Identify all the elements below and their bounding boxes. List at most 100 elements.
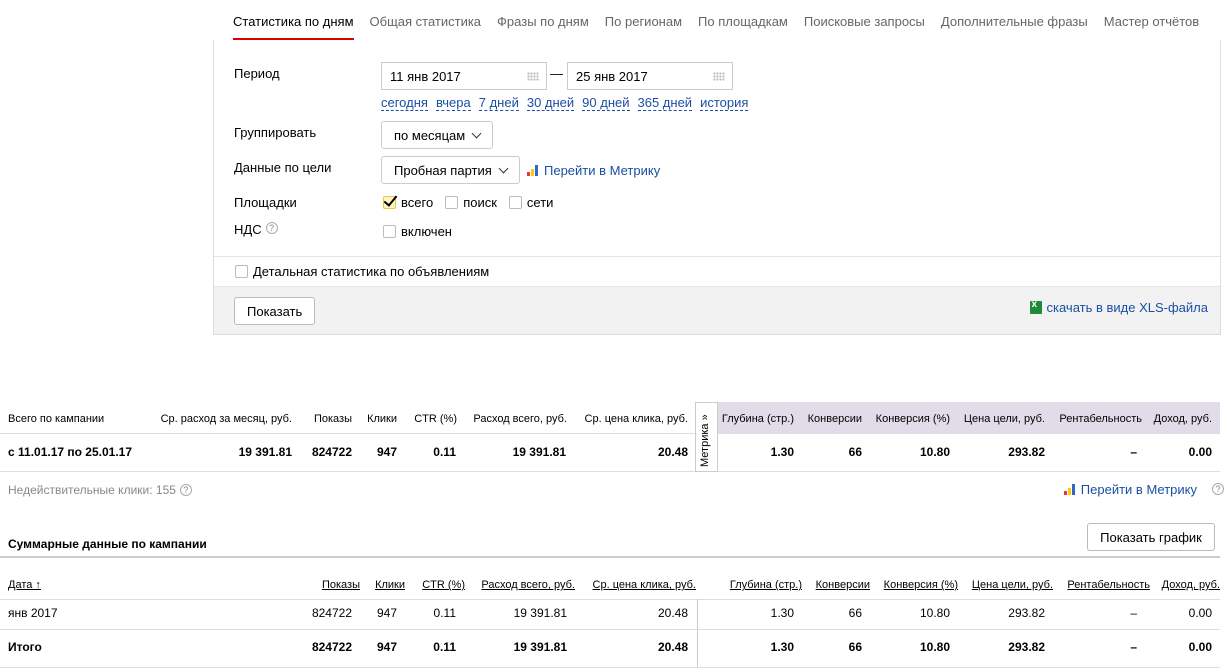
col-shows: Показы [313, 413, 352, 425]
row-clicks: 947 [376, 640, 397, 654]
totals-spend: 19 391.81 [512, 445, 566, 459]
period-365days-link[interactable]: 365 дней [637, 95, 693, 111]
row-conversions: 66 [848, 640, 862, 654]
chevron-down-icon [471, 128, 482, 138]
platform-search-label: поиск [463, 195, 497, 210]
date-to-value: 25 янв 2017 [576, 69, 648, 84]
platform-network-label: сети [526, 195, 554, 210]
tab-search-queries[interactable]: Поисковые запросы [803, 14, 925, 29]
period-yesterday-link[interactable]: вчера [435, 95, 471, 111]
detailed-stats-checkbox[interactable] [235, 265, 248, 278]
sum-col-spend[interactable]: Расход всего, руб. [481, 579, 575, 591]
download-xls-link[interactable]: скачать в виде XLS-файла [1029, 299, 1209, 315]
calendar-icon[interactable] [713, 72, 725, 81]
metrika-column-separator [697, 599, 698, 667]
quick-period-links: сегодня вчера 7 дней 30 дней 90 дней 365… [381, 96, 756, 111]
row-income: 0.00 [1188, 606, 1212, 620]
row-cpc: 20.48 [657, 640, 688, 654]
tab-additional-phrases[interactable]: Дополнительные фразы [940, 14, 1088, 29]
sum-col-ctr[interactable]: CTR (%) [422, 579, 465, 591]
col-conversion-rate: Конверсия (%) [875, 413, 950, 425]
totals-conv-rate: 10.80 [919, 445, 950, 459]
goal-select-value: Пробная партия [394, 162, 492, 178]
col-clicks: Клики [367, 413, 397, 425]
sum-col-profitability[interactable]: Рентабельность [1067, 579, 1150, 591]
platform-all-label: всего [401, 195, 434, 210]
metrika-icon [527, 165, 539, 176]
row-goal-price: 293.82 [1008, 640, 1045, 654]
tab-by-region[interactable]: По регионам [604, 14, 683, 29]
metrika-link-label: Перейти в Метрику [544, 163, 661, 178]
period-90days-link[interactable]: 90 дней [582, 95, 630, 111]
goal-select[interactable]: Пробная партия [381, 156, 520, 184]
totals-clicks: 947 [376, 445, 397, 459]
col-avg-cpc: Ср. цена клика, руб. [584, 413, 688, 425]
period-30days-link[interactable]: 30 дней [526, 95, 575, 111]
totals-period: с 11.01.17 по 25.01.17 [8, 445, 133, 459]
help-icon[interactable]: ? [265, 222, 278, 234]
invalid-clicks: Недействительные клики: 155? [8, 483, 192, 497]
tab-daily-stats[interactable]: Статистика по дням [233, 14, 354, 40]
sum-col-cpc[interactable]: Ср. цена клика, руб. [592, 579, 696, 591]
col-conversions: Конверсии [807, 413, 862, 425]
sum-col-income[interactable]: Доход, руб. [1161, 579, 1220, 591]
row-ctr: 0.11 [433, 640, 456, 654]
metrika-link-top[interactable]: Перейти в Метрику [527, 163, 660, 178]
metrika-columns-background [718, 402, 1220, 434]
sum-col-depth[interactable]: Глубина (стр.) [729, 579, 802, 591]
totals-conversions: 66 [848, 445, 862, 459]
metrika-link-bottom-label: Перейти в Метрику [1080, 482, 1197, 497]
row-clicks: 947 [376, 606, 397, 620]
group-select-value: по месяцам [394, 127, 466, 143]
row-depth: 1.30 [770, 640, 794, 654]
show-button[interactable]: Показать [234, 297, 316, 325]
chevron-down-icon [498, 163, 509, 173]
metrika-link-bottom[interactable]: Перейти в Метрику [1063, 482, 1197, 497]
vat-option: включен [383, 224, 464, 239]
platform-all-checkbox[interactable] [383, 196, 396, 209]
summary-header-divider [0, 599, 1220, 600]
row-date: янв 2017 [8, 606, 58, 620]
sum-col-conv-rate[interactable]: Конверсия (%) [883, 579, 958, 591]
date-from-input[interactable]: 11 янв 2017 [381, 62, 547, 90]
tab-report-wizard[interactable]: Мастер отчётов [1103, 14, 1200, 29]
row-ctr: 0.11 [433, 606, 456, 620]
download-xls-label: скачать в виде XLS-файла [1046, 300, 1209, 315]
col-profitability: Рентабельность [1059, 413, 1142, 425]
period-7days-link[interactable]: 7 дней [478, 95, 519, 111]
sum-col-date[interactable]: Дата ↑ [8, 579, 41, 591]
tab-phrases-by-day[interactable]: Фразы по дням [497, 14, 589, 29]
col-goal-price: Цена цели, руб. [963, 413, 1045, 425]
totals-profitability: – [1130, 445, 1137, 459]
date-range-dash: — [550, 66, 563, 81]
row-depth: 1.30 [770, 606, 794, 620]
show-graph-button[interactable]: Показать график [1087, 523, 1215, 551]
vat-checkbox[interactable] [383, 225, 396, 238]
row-conversions: 66 [848, 606, 862, 620]
date-to-input[interactable]: 25 янв 2017 [567, 62, 733, 90]
help-icon[interactable]: ? [1212, 483, 1224, 495]
period-history-link[interactable]: история [700, 95, 749, 111]
metrika-collapse-tab[interactable]: Метрика » [695, 402, 718, 472]
sum-col-goal-price[interactable]: Цена цели, руб. [971, 579, 1053, 591]
col-ctr: CTR (%) [414, 413, 457, 425]
invalid-clicks-text: Недействительные клики: 155 [8, 483, 176, 497]
totals-depth: 1.30 [770, 445, 794, 459]
summary-divider [0, 556, 1220, 558]
summary-title: Суммарные данные по кампании [8, 537, 207, 551]
sum-col-shows[interactable]: Показы [321, 579, 360, 591]
sum-col-clicks[interactable]: Клики [375, 579, 405, 591]
group-select[interactable]: по месяцам [381, 121, 494, 149]
platform-search-checkbox[interactable] [445, 196, 459, 209]
tab-by-platform[interactable]: По площадкам [698, 14, 788, 29]
calendar-icon[interactable] [527, 72, 539, 81]
totals-goal-price: 293.82 [1008, 445, 1045, 459]
tab-general-stats[interactable]: Общая статистика [369, 14, 482, 29]
period-today-link[interactable]: сегодня [381, 95, 428, 111]
help-icon[interactable]: ? [179, 484, 192, 496]
platform-network-checkbox[interactable] [508, 196, 522, 209]
col-campaign-total: Всего по кампании [8, 413, 105, 425]
sum-col-conversions[interactable]: Конверсии [815, 579, 870, 591]
col-avg-month-spend: Ср. расход за месяц, руб. [160, 413, 292, 425]
totals-data-row: с 11.01.17 по 25.01.17 19 391.81 824722 … [0, 434, 1220, 472]
